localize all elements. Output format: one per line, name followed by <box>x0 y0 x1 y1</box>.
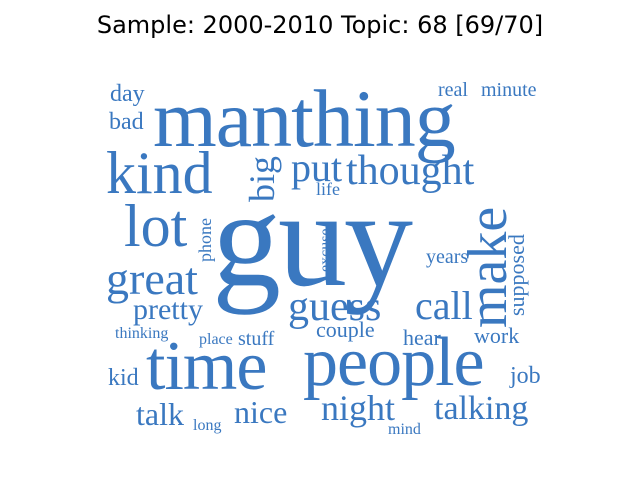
cloud-word: manthing <box>153 73 456 164</box>
cloud-word: great <box>106 253 198 304</box>
cloud-word: thinking <box>115 325 169 342</box>
cloud-word: bad <box>109 109 144 135</box>
cloud-word: stuff <box>238 328 275 350</box>
cloud-word: life <box>316 179 340 199</box>
cloud-word: talking <box>434 390 529 427</box>
cloud-word: guess <box>288 284 382 330</box>
cloud-word: big <box>242 155 282 202</box>
cloud-word: put <box>291 145 343 190</box>
cloud-word: thought <box>346 148 475 194</box>
cloud-word: people <box>303 324 485 401</box>
cloud-word: guy <box>212 162 413 315</box>
cloud-word: couple <box>316 317 375 342</box>
cloud-word: night <box>321 388 396 428</box>
cloud-word: call <box>415 283 473 328</box>
cloud-word: phone <box>195 218 215 262</box>
cloud-word: time <box>146 328 267 405</box>
cloud-word: work <box>474 323 520 348</box>
cloud-word: lot <box>124 193 188 259</box>
cloud-word: real <box>438 79 468 101</box>
cloud-word: nice <box>234 394 288 430</box>
cloud-word: talk <box>136 396 184 432</box>
cloud-word: job <box>510 363 541 389</box>
figure-title: Sample: 2000-2010 Topic: 68 [69/70] <box>96 11 544 39</box>
cloud-word: hear <box>403 325 441 350</box>
cloud-word: kind <box>106 140 213 206</box>
cloud-word: place <box>199 331 233 348</box>
cloud-word: years <box>426 246 469 268</box>
cloud-word: mind <box>388 421 421 438</box>
cloud-word: kid <box>108 365 139 391</box>
cloud-word: day <box>110 81 145 107</box>
cloud-word: minute <box>481 79 537 101</box>
cloud-word: long <box>193 417 222 434</box>
cloud-word: supposed <box>504 234 529 316</box>
cloud-word: excuse <box>317 228 334 272</box>
cloud-word: pretty <box>133 293 203 326</box>
